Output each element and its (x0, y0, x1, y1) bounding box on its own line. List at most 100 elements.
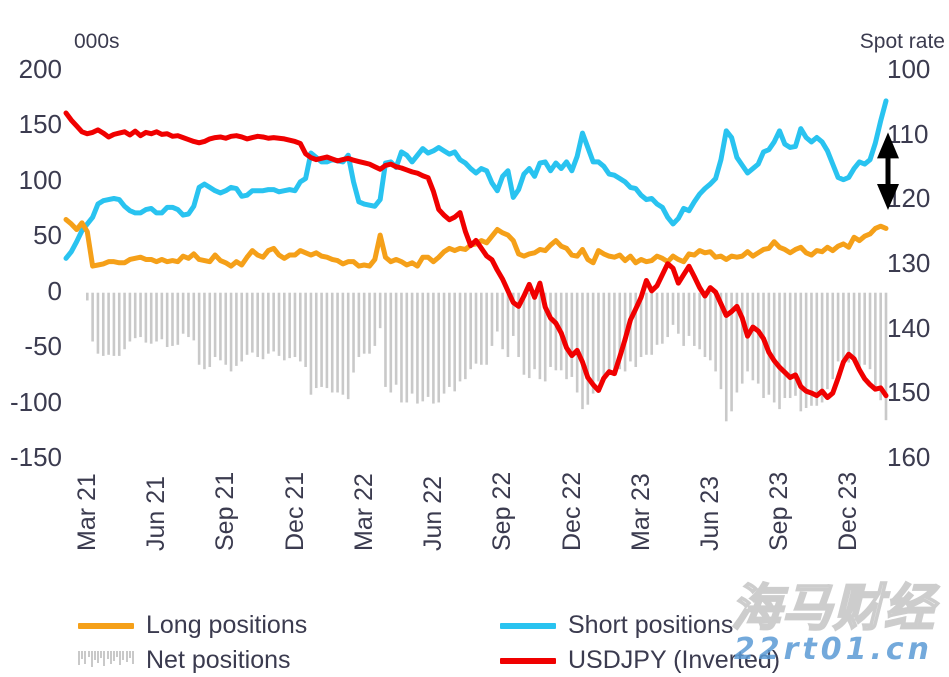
net-position-bar (144, 292, 148, 343)
net-position-bar (778, 292, 781, 410)
net-position-bar (703, 292, 707, 358)
net-position-bar (213, 292, 217, 358)
net-position-bar (730, 292, 733, 412)
legend-label: Short positions (568, 611, 734, 639)
net-position-bar (501, 292, 504, 350)
net-position-bar (181, 292, 185, 334)
net-position-bar (171, 292, 174, 346)
net-position-bar (229, 292, 233, 372)
net-position-bar (543, 292, 547, 382)
net-position-bar (661, 292, 664, 344)
net-position-bar (613, 292, 616, 375)
net-position-bar (107, 292, 110, 355)
net-position-bar (346, 292, 350, 400)
right-axis-tick: 130 (887, 248, 931, 278)
net-position-bar (224, 292, 228, 365)
net-position-bar (634, 292, 638, 367)
left-axis-tick: 50 (33, 220, 62, 251)
net-position-bar (655, 292, 659, 345)
net-position-bar (394, 292, 398, 385)
net-position-bar (682, 292, 685, 346)
net-position-bar (341, 292, 345, 395)
net-position-bar (874, 292, 877, 387)
right-axis-tick: 110 (887, 118, 929, 149)
legend-item[interactable]: Long positions (78, 613, 307, 638)
net-position-bar (320, 292, 323, 387)
net-position-bar (123, 292, 126, 350)
net-position-bar (368, 292, 371, 354)
left-axis-tick: 150 (18, 109, 62, 140)
left-axis-tick: -150 (9, 442, 62, 472)
right-axis-tick: 160 (887, 442, 931, 472)
right-axis-tick: 100 (887, 54, 931, 84)
net-position-bar (176, 292, 180, 345)
net-position-bar (203, 292, 206, 370)
net-position-bar (293, 292, 297, 358)
net-position-bar (879, 292, 882, 401)
net-position-bar (197, 292, 201, 365)
net-position-bar (133, 292, 137, 339)
net-position-bar (554, 292, 558, 371)
net-position-bar (267, 292, 270, 354)
net-position-bar (165, 292, 169, 348)
net-positions-bars (86, 292, 888, 422)
legend-swatch-line-icon (500, 622, 556, 629)
net-position-bar (400, 292, 403, 403)
legend-item[interactable]: Short positions (500, 613, 733, 638)
net-position-bar (86, 292, 89, 301)
net-position-bar (240, 292, 244, 362)
net-position-bar (756, 292, 760, 384)
net-position-bar (575, 292, 579, 393)
net-position-bar (810, 292, 813, 406)
legend-item[interactable]: USDJPY (Inverted) (500, 648, 780, 673)
net-position-bar (128, 292, 132, 342)
net-position-bar (304, 292, 307, 367)
net-position-bar (219, 292, 222, 361)
net-position-bar (804, 292, 808, 408)
net-position-bar (139, 292, 142, 338)
net-position-bar (639, 292, 643, 358)
net-position-bar (799, 292, 803, 412)
right-axis-title: Spot rate (859, 30, 945, 53)
net-position-bar (442, 292, 446, 394)
right-axis-tick: 140 (887, 312, 931, 343)
net-position-bar (160, 292, 164, 340)
left-axis-tick: 0 (47, 275, 62, 306)
net-position-bar (378, 292, 382, 329)
net-position-bar (480, 292, 483, 365)
left-axis-tick: 200 (18, 54, 62, 84)
net-position-bar (149, 292, 153, 344)
net-position-bar (192, 292, 196, 341)
legend-item[interactable]: Net positions (78, 648, 291, 673)
net-position-bar (373, 292, 377, 346)
net-position-bar (708, 292, 712, 361)
right-axis-tick-labels: 100 110 120 130 140 150 160 (887, 0, 949, 677)
net-position-bar (671, 292, 675, 325)
double-headed-arrow-annotation (877, 132, 899, 211)
net-position-bar (208, 292, 212, 367)
net-position-bar (314, 292, 318, 389)
arrow-head-up (877, 132, 899, 159)
net-position-bar (751, 292, 755, 381)
net-position-bar (410, 292, 414, 394)
net-position-bar (511, 292, 515, 336)
left-axis-tick: 100 (18, 164, 62, 195)
left-axis-tick-labels: 200 150 100 50 0 -50 -100 -150 (0, 0, 62, 677)
net-position-bar (485, 292, 488, 365)
net-position-bar (235, 292, 238, 366)
net-position-bar (421, 292, 425, 402)
net-position-bar (490, 292, 494, 346)
net-position-bar (453, 292, 456, 392)
net-position-bar (522, 292, 526, 375)
net-position-bar (261, 292, 265, 360)
net-position-bar (426, 292, 430, 397)
left-axis-tick: -100 (9, 386, 62, 417)
net-position-bar (336, 292, 339, 393)
net-position-bar (581, 292, 584, 410)
net-position-bar (330, 292, 334, 393)
net-position-bar (437, 292, 441, 403)
net-position-bar (767, 292, 771, 395)
short-positions-line (63, 98, 889, 261)
